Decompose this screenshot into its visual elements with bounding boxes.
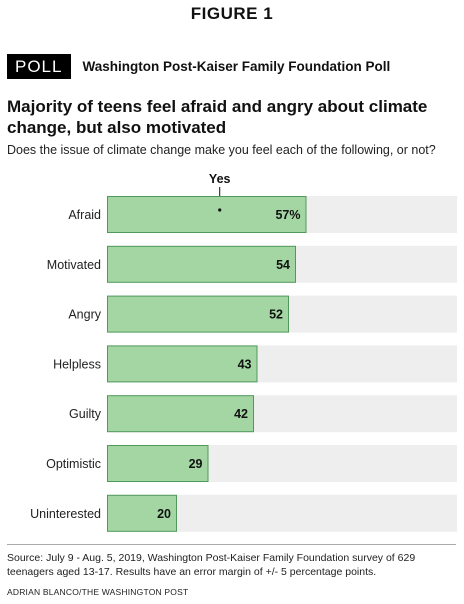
bar [107, 494, 177, 532]
bar-chart: Yes Afraid 57% Motivated 54 Angry 52 Helpless 43… [30, 172, 457, 532]
category-label: Guilty [69, 407, 102, 421]
figure-label: FIGURE 1 [190, 4, 274, 23]
poll-source: Washington Post-Kaiser Family Foundation… [82, 59, 391, 74]
credit-line: ADRIAN BLANCO/THE WASHINGTON POST [7, 587, 189, 597]
category-label: Motivated [47, 258, 101, 272]
data-label: 43 [238, 357, 252, 371]
chart-subhead: Does the issue of climate change make yo… [7, 143, 436, 157]
category-label: Afraid [68, 208, 101, 222]
poll-badge: POLL [7, 54, 72, 79]
category-label: Uninterested [30, 507, 101, 521]
footer-divider [7, 544, 456, 545]
bar [107, 196, 307, 233]
chart-headline: Majority of teens feel afraid and angry … [7, 97, 428, 137]
data-label: 52 [269, 308, 283, 322]
bar [107, 395, 254, 433]
bar [107, 445, 209, 482]
data-label: 42 [234, 407, 248, 421]
data-label: 20 [157, 507, 171, 521]
category-label: Helpless [53, 357, 101, 371]
bar [107, 295, 289, 333]
source-note: Source: July 9 - Aug. 5, 2019, Washingto… [7, 552, 416, 578]
series-label: Yes [209, 172, 231, 186]
bar [107, 345, 258, 383]
series-label-dot [218, 208, 222, 212]
category-label: Angry [68, 308, 101, 322]
data-label: 54 [276, 258, 290, 272]
poll-header: POLL Washington Post-Kaiser Family Found… [7, 54, 390, 79]
bar [107, 245, 296, 283]
data-label: 57% [275, 208, 300, 222]
data-label: 29 [189, 457, 203, 471]
category-label: Optimistic [46, 457, 101, 471]
